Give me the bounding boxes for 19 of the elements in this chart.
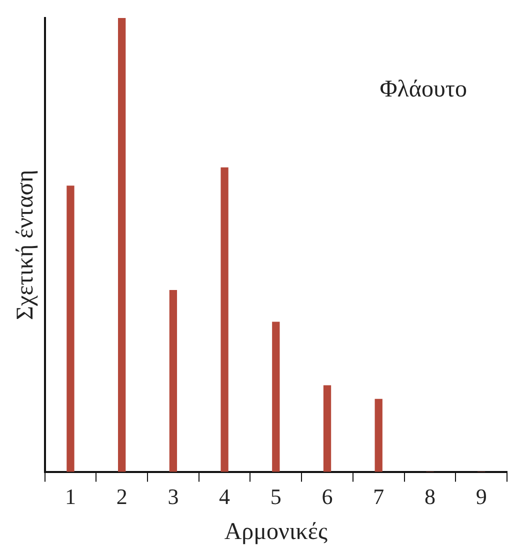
annotation: Φλάουτο: [380, 76, 467, 102]
y-axis-title: Σχετική ένταση: [12, 170, 39, 320]
x-tick-label: 6: [322, 484, 333, 509]
x-tick-label: 2: [116, 484, 128, 509]
x-tick-label: 3: [168, 484, 179, 509]
x-tick-label: 4: [219, 484, 230, 509]
x-tick-label: 5: [270, 484, 282, 509]
bar: [220, 167, 228, 472]
bar: [374, 398, 382, 472]
bar: [169, 290, 178, 472]
bar: [118, 18, 126, 472]
x-tick-label: 9: [476, 484, 487, 509]
x-tick-label: 8: [424, 484, 436, 509]
x-axis-title: Αρμονικές: [224, 518, 328, 545]
bar: [272, 322, 280, 472]
bar: [323, 385, 332, 472]
bar: [66, 186, 74, 472]
x-tick-label: 7: [373, 484, 384, 509]
x-tick-label: 1: [64, 484, 76, 509]
